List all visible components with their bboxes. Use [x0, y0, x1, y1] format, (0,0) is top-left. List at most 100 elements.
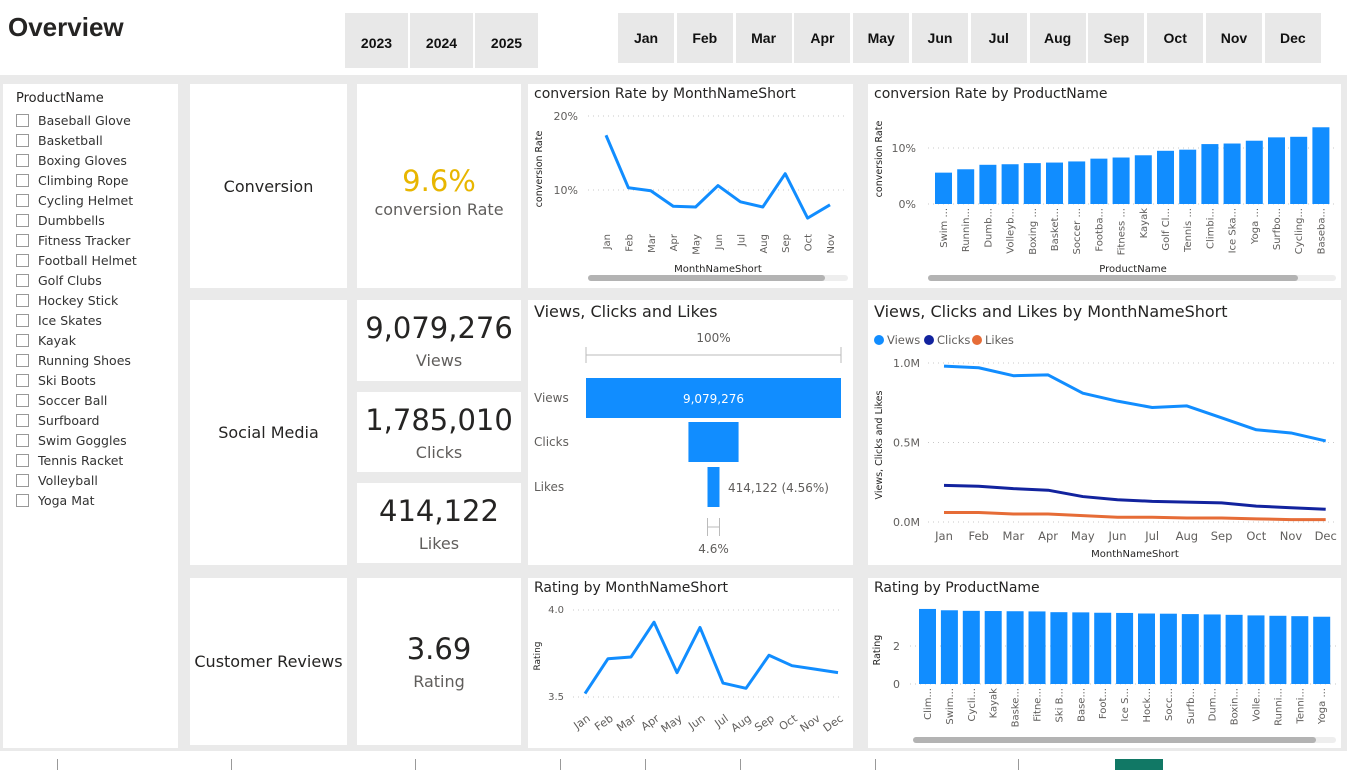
slicer-item-label: Baseball Glove [38, 112, 131, 128]
page-title: Overview [8, 12, 124, 42]
month-button-apr[interactable]: Apr [794, 13, 851, 63]
y-axis-title: Views, Clicks and Likes [874, 390, 885, 499]
kpi-value: 3.69 [406, 632, 472, 666]
slicer-item-label: Dumbbells [38, 212, 105, 228]
month-button-sep[interactable]: Sep [1088, 13, 1145, 63]
bar [1090, 158, 1108, 204]
month-button-aug[interactable]: Aug [1029, 13, 1086, 63]
checkbox[interactable] [16, 213, 29, 227]
x-tick-label: Foot... [1098, 688, 1109, 719]
slicer-item[interactable]: Soccer Ball [16, 392, 107, 408]
bar [1157, 150, 1174, 204]
checkbox[interactable] [16, 353, 29, 367]
chart-rating-by-month[interactable]: Rating by MonthNameShort 4.0 3.5 Rating Jan… [528, 578, 853, 748]
funnel-bar-clicks [688, 422, 739, 462]
checkbox[interactable] [16, 293, 29, 307]
x-tick-label: Ice S... [1120, 688, 1131, 722]
checkbox[interactable] [16, 473, 29, 487]
chart-views-clicks-likes-by-month[interactable]: Views, Clicks and Likes by MonthNameShor… [868, 300, 1341, 565]
series-line [604, 134, 831, 220]
checkbox[interactable] [16, 373, 29, 387]
month-button-dec[interactable]: Dec [1264, 13, 1321, 63]
slicer-item[interactable]: Climbing Rope [16, 172, 129, 188]
bar [1203, 614, 1221, 684]
chart-svg: 20% 10% conversion Rate Jan Feb Mar Apr May Jun J… [534, 110, 848, 281]
bar [1134, 155, 1152, 204]
x-tick-label: Feb [624, 234, 635, 252]
checkbox[interactable] [16, 193, 29, 207]
month-button-feb[interactable]: Feb [676, 13, 733, 63]
checkbox[interactable] [16, 453, 29, 467]
checkbox[interactable] [16, 273, 29, 287]
x-tick-label: Dec [821, 712, 846, 735]
slicer-item[interactable]: Cycling Helmet [16, 192, 133, 208]
active-page-tab[interactable] [1115, 759, 1163, 770]
checkbox[interactable] [16, 233, 29, 247]
slicer-item[interactable]: Boxing Gloves [16, 152, 127, 168]
slicer-item[interactable]: Football Helmet [16, 252, 137, 268]
funnel-bar-likes [707, 467, 720, 507]
kpi-value: 1,785,010 [365, 402, 513, 437]
slicer-item[interactable]: Basketball [16, 132, 103, 148]
month-button-may[interactable]: May [853, 13, 910, 63]
y-tick-label: 3.5 [548, 692, 564, 703]
slicer-item[interactable]: Surfboard [16, 412, 100, 428]
slicer-item[interactable]: Yoga Mat [16, 492, 95, 508]
chart-svg: 0% 10% conversion Rate Swim ... Runnin... Dum… [874, 121, 1336, 281]
checkbox[interactable] [16, 133, 29, 147]
x-tick-label: Ski B... [1054, 688, 1065, 723]
slicer-item[interactable]: Hockey Stick [16, 292, 118, 308]
checkbox[interactable] [16, 313, 29, 327]
checkbox[interactable] [16, 493, 29, 507]
checkbox[interactable] [16, 173, 29, 187]
checkbox[interactable] [16, 433, 29, 447]
chart-title: Rating by MonthNameShort [534, 580, 728, 596]
kpi-value: 9,079,276 [365, 311, 513, 345]
chart-funnel[interactable]: Views, Clicks and Likes 100% Views Clicks L… [528, 300, 853, 565]
month-button-nov[interactable]: Nov [1206, 13, 1262, 63]
slicer-item[interactable]: Fitness Tracker [16, 232, 130, 248]
month-button-jan[interactable]: Jan [618, 13, 674, 63]
slicer-item[interactable]: Kayak [16, 332, 76, 348]
chart-title: Rating by ProductName [874, 580, 1040, 596]
chart-title: Views, Clicks and Likes by MonthNameShor… [874, 302, 1228, 321]
bar [1159, 613, 1177, 684]
checkbox[interactable] [16, 333, 29, 347]
slicer-item[interactable]: Dumbbells [16, 212, 105, 228]
x-tick-label: May [659, 712, 685, 736]
scrollbar-thumb [928, 275, 1298, 281]
chart-conversion-by-month[interactable]: conversion Rate by MonthNameShort 20% 10%… [528, 84, 853, 288]
month-button-jun[interactable]: Jun [912, 13, 968, 63]
x-tick-label: Cycling... [1294, 208, 1305, 254]
checkbox[interactable] [16, 393, 29, 407]
slicer-item[interactable]: Volleyball [16, 472, 98, 488]
slicer-item[interactable]: Golf Clubs [16, 272, 102, 288]
slicer-item[interactable]: Tennis Racket [16, 452, 123, 468]
checkbox[interactable] [16, 253, 29, 267]
month-button-jul[interactable]: Jul [970, 13, 1027, 63]
month-button-mar[interactable]: Mar [735, 13, 792, 63]
slicer-item[interactable]: Ski Boots [16, 372, 96, 388]
chart-conversion-by-product[interactable]: conversion Rate by ProductName 0% 10% conv… [868, 84, 1341, 288]
x-tick-label: Baseba... [1316, 208, 1327, 254]
slicer-item[interactable]: Baseball Glove [16, 112, 131, 128]
chart-rating-by-product[interactable]: Rating by ProductName 0 2 Rating Clim... Swi… [868, 578, 1341, 748]
x-tick-label: Aug [729, 712, 754, 735]
month-button-oct[interactable]: Oct [1147, 13, 1204, 63]
slicer-item[interactable]: Swim Goggles [16, 432, 127, 448]
bar [1112, 157, 1130, 204]
year-button-2024[interactable]: 2024 [410, 13, 473, 68]
bar [1181, 614, 1199, 684]
x-tick-label: Runni... [1273, 688, 1284, 726]
year-button-2023[interactable]: 2023 [345, 13, 408, 68]
checkbox[interactable] [16, 113, 29, 127]
bar [1028, 611, 1046, 684]
slicer-item-label: Basketball [38, 132, 103, 148]
checkbox[interactable] [16, 413, 29, 427]
slicer-item[interactable]: Running Shoes [16, 352, 131, 368]
divider [740, 759, 741, 770]
checkbox[interactable] [16, 153, 29, 167]
slicer-item[interactable]: Ice Skates [16, 312, 102, 328]
x-tick-label: Jan [602, 234, 613, 250]
year-button-2025[interactable]: 2025 [475, 13, 538, 68]
